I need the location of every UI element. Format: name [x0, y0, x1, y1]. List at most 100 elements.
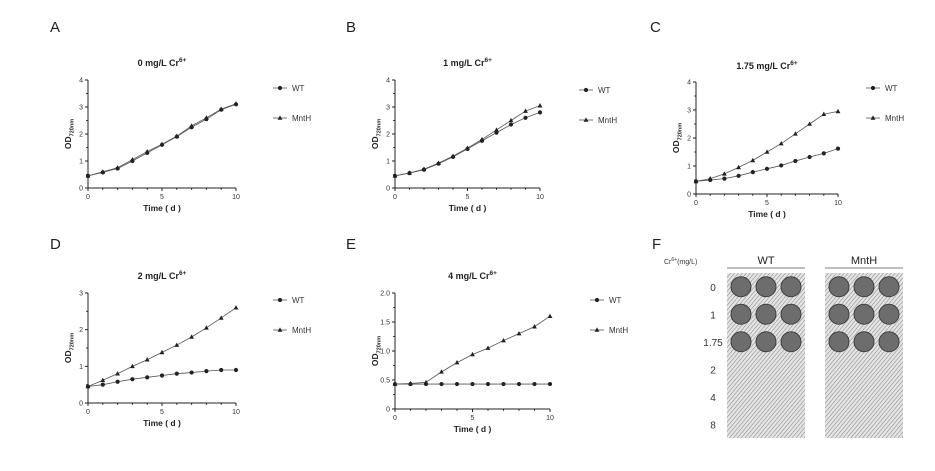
x-tick-label: 0	[694, 200, 698, 207]
data-point	[189, 370, 194, 375]
data-point	[233, 305, 239, 310]
y-tick-label: 2	[386, 132, 390, 139]
x-tick-label: 10	[232, 409, 240, 416]
legend-label: WT	[292, 296, 305, 305]
series-wt	[85, 367, 239, 389]
data-point	[159, 373, 165, 378]
y-axis-label-subscript: 720nm	[70, 333, 76, 351]
y-tick-label: 4	[79, 78, 83, 85]
data-point	[779, 163, 784, 168]
y-tick-label: 1	[687, 164, 691, 171]
x-tick-label: 5	[160, 194, 164, 201]
chart-title-superscript: 6+	[489, 270, 497, 277]
legend-marker	[594, 297, 600, 303]
chart-title-superscript: 6+	[484, 57, 492, 64]
y-tick-label: 1	[79, 159, 83, 166]
colony-spot	[828, 303, 850, 325]
data-point	[174, 133, 180, 138]
y-tick-label: 0	[79, 401, 83, 408]
data-point	[204, 369, 209, 374]
chart-panel-d: D 2 mg/L Cr6+ 0 1 2 3 0 5 10 Time ( d ) OD720nm WT M…	[50, 236, 311, 428]
row-label: 8	[710, 420, 716, 431]
data-point	[821, 151, 826, 156]
legend-marker	[870, 85, 876, 91]
legend-entry: WT	[579, 86, 611, 95]
legend-marker	[583, 117, 589, 122]
data-point	[204, 325, 209, 330]
data-point	[508, 122, 514, 127]
data-point	[778, 141, 784, 146]
data-point	[218, 106, 224, 111]
chart-title-text: 1.75 mg/L Cr	[736, 61, 790, 71]
plate-strip	[727, 273, 805, 438]
x-tick-label: 5	[471, 415, 475, 422]
data-point	[454, 360, 460, 365]
chart-title-superscript: 6+	[790, 60, 798, 67]
data-point	[532, 324, 537, 329]
chart-title: 4 mg/L Cr6+	[448, 270, 497, 281]
chart-title-text: 1 mg/L Cr	[443, 58, 485, 68]
y-tick-label: 1.5	[380, 320, 390, 327]
legend-entry: MntH	[590, 326, 628, 335]
chart-title: 0 mg/L Cr6+	[138, 57, 187, 68]
data-point	[516, 331, 522, 336]
legend-entry: MntH	[273, 114, 311, 123]
data-point	[807, 121, 812, 126]
data-point	[423, 379, 429, 385]
data-point	[407, 170, 412, 175]
y-tick-label: 0	[386, 186, 390, 193]
legend-label: WT	[885, 84, 898, 93]
data-point	[479, 136, 485, 142]
legend-entry: WT	[590, 296, 622, 305]
y-axis-label-subscript: 720nm	[70, 119, 76, 137]
data-point	[707, 176, 713, 181]
colony-spot	[878, 303, 900, 325]
x-tick-label: 0	[86, 409, 90, 416]
row-label: 2	[710, 365, 716, 376]
data-point	[100, 377, 106, 383]
legend-marker	[277, 115, 283, 120]
data-point	[408, 380, 413, 386]
data-point	[189, 334, 194, 339]
data-point	[764, 166, 770, 171]
colony-spot	[828, 276, 850, 298]
data-point	[516, 381, 522, 387]
data-point	[130, 363, 135, 369]
legend-label: MntH	[292, 114, 311, 123]
legend-label: MntH	[885, 114, 904, 123]
y-axis-label-subscript: 720nm	[678, 123, 684, 141]
legend-label: MntH	[609, 326, 628, 335]
chart-title-superscript: 6+	[179, 57, 187, 64]
chart-title-text: 0 mg/L Cr	[138, 58, 180, 68]
data-point	[501, 381, 506, 387]
data-point	[100, 382, 105, 387]
colony-spot	[755, 331, 777, 353]
y-axis-label-text: OD	[63, 136, 73, 149]
data-point	[204, 115, 209, 120]
data-point	[392, 173, 398, 178]
y-tick-label: 4	[687, 80, 691, 87]
y-tick-label: 0.5	[380, 378, 390, 385]
series-mnth	[85, 101, 239, 178]
colony-spot	[853, 331, 875, 353]
data-point	[764, 149, 770, 154]
y-axis-label-text: OD	[63, 350, 73, 363]
legend-marker	[277, 327, 283, 332]
legend-entry: MntH	[866, 114, 904, 123]
data-point	[793, 158, 798, 164]
legend-entry: WT	[273, 296, 305, 305]
y-tick-label: 1	[386, 159, 390, 166]
data-point	[722, 171, 727, 176]
y-axis-label-text: OD	[671, 140, 681, 153]
data-point	[454, 381, 460, 387]
colony-spot	[853, 303, 875, 325]
series-line	[394, 315, 551, 385]
series-mnth	[693, 108, 841, 184]
chart-title-superscript: 6+	[179, 270, 187, 277]
x-axis-label: Time ( d )	[454, 424, 492, 434]
y-tick-label: 3	[79, 291, 83, 298]
y-tick-label: 0	[386, 407, 390, 414]
colony-spot	[878, 276, 900, 298]
